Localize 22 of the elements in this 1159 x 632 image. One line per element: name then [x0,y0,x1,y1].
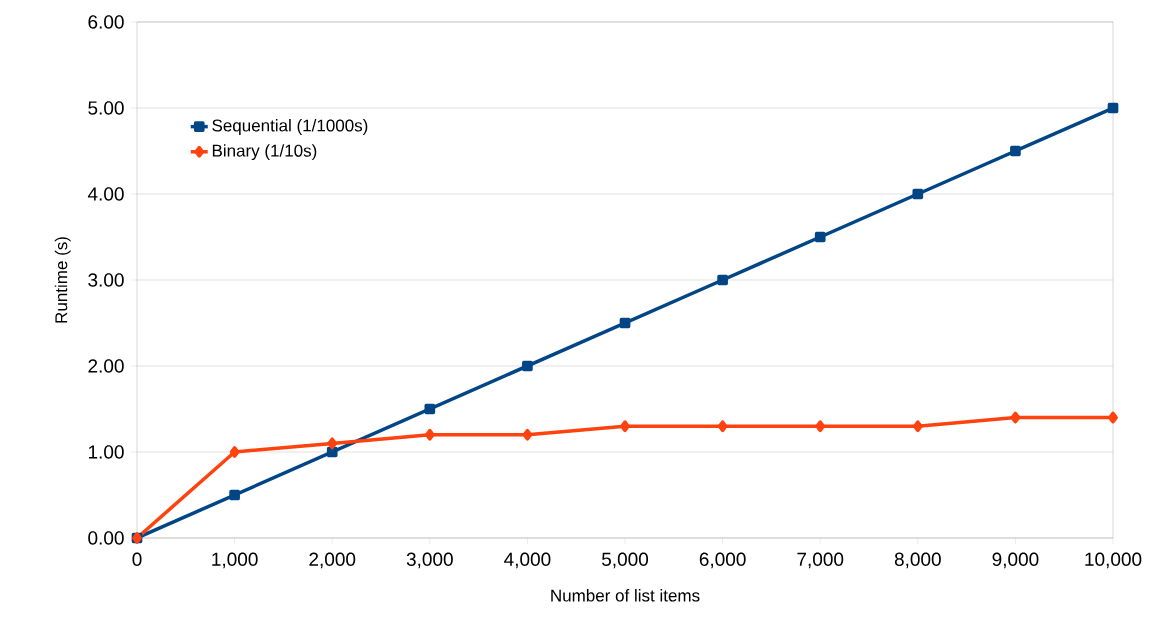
x-tick-label: 1,000 [212,552,258,569]
y-tick-label: 2.00 [88,359,124,373]
y-tick-label: 1.00 [88,445,124,459]
y-axis-title: Runtime (s) [54,237,71,323]
x-tick-label: 9,000 [992,552,1039,569]
y-tick-label: 0.00 [88,531,124,545]
x-tick-label: 0 [132,552,142,566]
x-tick-label: 8,000 [894,552,941,569]
y-tick-label: 6.00 [88,15,124,29]
legend-label: Sequential (1/1000s) [212,119,368,135]
x-axis-title: Number of list items [551,589,700,602]
x-tick-label: 7,000 [797,552,844,569]
legend-label: Binary (1/10s) [212,144,317,161]
y-tick-label: 3.00 [88,273,124,287]
x-tick-label: 3,000 [406,552,453,569]
x-tick-label: 4,000 [504,552,551,569]
x-tick-label: 10,000 [1085,552,1142,569]
x-tick-label: 5,000 [602,552,649,569]
y-tick-label: 5.00 [88,101,124,115]
y-tick-label: 4.00 [87,187,124,201]
x-tick-label: 6,000 [699,552,746,569]
x-tick-label: 2,000 [309,552,356,569]
